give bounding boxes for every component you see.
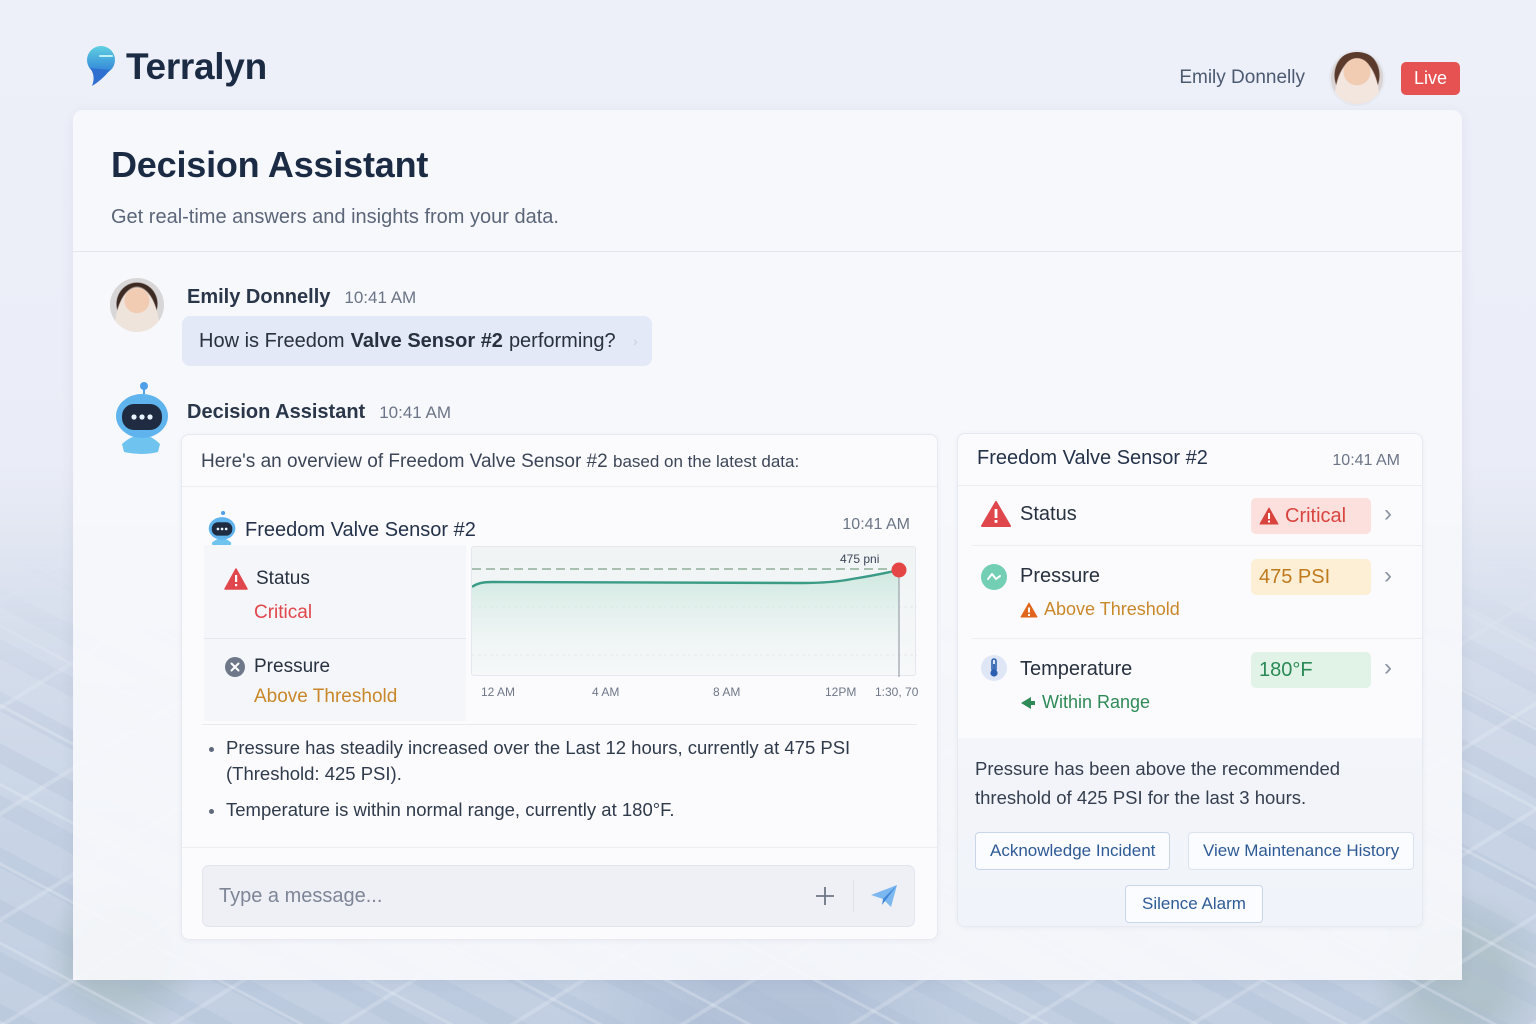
plus-icon <box>816 887 834 905</box>
metric-status-value: Critical <box>254 602 313 623</box>
response-intro: Here's an overview of Freedom Valve Sens… <box>182 435 937 487</box>
pressure-value-badge: 475 PSI <box>1251 559 1371 595</box>
top-bar: Terralyn Emily Donnelly Live <box>0 0 1536 108</box>
user-avatar[interactable] <box>1328 50 1385 106</box>
thermometer-icon <box>981 655 1007 681</box>
summary-title: Freedom Valve Sensor #2 <box>977 447 1208 469</box>
summary-temperature-sub: Within Range <box>1020 692 1150 713</box>
summary-pressure-sub: Above Threshold <box>1020 599 1180 620</box>
status-critical-badge: Critical <box>1251 498 1371 534</box>
arrow-left-indicator-icon <box>1021 696 1035 709</box>
metric-status-label: Status <box>256 568 310 589</box>
main-panel: Decision Assistant Get real-time answers… <box>73 110 1462 980</box>
message-input[interactable] <box>203 866 805 926</box>
divider <box>202 724 917 725</box>
chart-x-tick: 1:30, 70 <box>875 685 919 699</box>
user-area: Emily Donnelly Live <box>1179 50 1460 106</box>
summary-header: Freedom Valve Sensor #2 10:41 AM <box>958 434 1422 486</box>
brand[interactable]: Terralyn <box>84 46 267 88</box>
user-message-text-pre: How is Freedom <box>199 329 345 352</box>
current-user-name: Emily Donnelly <box>1179 67 1305 88</box>
temperature-value-text: 180°F <box>1259 658 1313 681</box>
robot-icon <box>208 511 236 548</box>
warning-triangle-icon <box>1020 602 1038 617</box>
user-message-sender: Emily Donnelly <box>187 286 331 308</box>
pressure-value-text: 475 PSI <box>1259 565 1331 588</box>
chart-x-tick: 8 AM <box>713 685 741 699</box>
summary-temperature-sub-text: Within Range <box>1042 692 1151 712</box>
composer-divider <box>853 880 854 912</box>
user-message-header: Emily Donnelly 10:41 AM <box>187 286 416 309</box>
response-intro-main: Here's an overview of Freedom Valve Sens… <box>201 451 613 472</box>
user-message-text-post: performing? <box>508 329 616 352</box>
close-circle-icon <box>225 657 245 677</box>
send-paper-plane-icon <box>871 885 897 907</box>
chevron-right-icon[interactable]: › <box>1384 654 1392 681</box>
sensor-card-time: 10:41 AM <box>842 516 910 533</box>
sensor-summary-card: Freedom Valve Sensor #2 10:41 AM Status … <box>957 433 1423 927</box>
acknowledge-incident-button[interactable]: Acknowledge Incident <box>975 832 1171 870</box>
chart-svg: 475 pni <box>472 552 917 677</box>
chart-x-tick: 12PM <box>825 685 857 699</box>
metric-pressure-value: Above Threshold <box>254 686 398 707</box>
summary-note: Pressure has been above the recommended … <box>975 758 1341 808</box>
warning-triangle-icon <box>981 501 1011 527</box>
chevron-right-icon[interactable]: › <box>1384 500 1392 527</box>
assistant-message-time: 10:41 AM <box>379 403 452 422</box>
summary-time: 10:41 AM <box>1332 452 1400 469</box>
assistant-message-header: Decision Assistant 10:41 AM <box>187 401 451 424</box>
metric-divider <box>204 638 466 639</box>
warning-triangle-icon <box>224 568 248 590</box>
user-message-text-bold: Valve Sensor #2 <box>350 329 503 352</box>
temperature-value-badge: 180°F <box>1251 652 1371 688</box>
page-title: Decision Assistant <box>111 144 429 185</box>
chart-x-tick: 4 AM <box>592 685 620 699</box>
brand-name: Terralyn <box>126 46 267 87</box>
summary-pressure-sub-text: Above Threshold <box>1044 599 1180 619</box>
metric-status: Status Critical <box>224 568 312 624</box>
chevron-right-icon[interactable]: › <box>1384 562 1392 589</box>
metric-pressure: Pressure Above Threshold <box>224 656 397 708</box>
add-attachment-button[interactable] <box>805 876 845 916</box>
pressure-line-chart: 475 pni <box>471 546 917 677</box>
summary-row-status[interactable]: Status Critical › <box>972 486 1422 546</box>
summary-temperature-label: Temperature <box>1020 658 1133 680</box>
insight-bullets: Pressure has steadily increased over the… <box>208 735 908 833</box>
assistant-response-card: Here's an overview of Freedom Valve Sens… <box>181 434 938 940</box>
chevron-right-icon: › <box>632 333 638 349</box>
sensor-card-title: Freedom Valve Sensor #2 <box>245 518 476 541</box>
summary-pressure-label: Pressure <box>1020 565 1101 587</box>
summary-row-pressure[interactable]: Pressure Above Threshold 475 PSI › <box>972 547 1422 639</box>
terralyn-logo-icon <box>87 46 115 86</box>
live-badge: Live <box>1400 61 1460 95</box>
pressure-gauge-icon <box>981 564 1007 590</box>
response-intro-small: based on the latest data: <box>612 452 800 471</box>
chart-annotation: 475 pni <box>840 552 879 566</box>
metric-column <box>204 545 466 721</box>
composer-area <box>182 847 937 939</box>
metric-pressure-label: Pressure <box>254 656 331 677</box>
chart-x-tick: 12 AM <box>481 685 516 699</box>
warning-triangle-icon <box>1259 507 1279 525</box>
summary-row-temperature[interactable]: Temperature Within Range 180°F › <box>972 640 1422 738</box>
summary-status-label: Status <box>1020 503 1077 525</box>
sensor-card-header: Freedom Valve Sensor #2 <box>204 511 476 549</box>
send-button[interactable] <box>862 876 906 916</box>
status-badge-text: Critical <box>1285 504 1347 527</box>
page-subtitle: Get real-time answers and insights from … <box>111 206 559 228</box>
user-message-time: 10:41 AM <box>344 288 417 307</box>
assistant-message-sender: Decision Assistant <box>187 401 366 423</box>
user-message-avatar <box>110 278 164 332</box>
view-maintenance-history-button[interactable]: View Maintenance History <box>1188 832 1415 870</box>
user-message-bubble: How is Freedom Valve Sensor #2 performin… <box>182 316 652 366</box>
insight-bullet: Pressure has steadily increased over the… <box>208 735 908 787</box>
page-header: Decision Assistant Get real-time answers… <box>73 110 1462 252</box>
silence-alarm-button[interactable]: Silence Alarm <box>1125 885 1263 923</box>
insight-bullet: Temperature is within normal range, curr… <box>208 797 908 823</box>
message-composer <box>202 865 915 927</box>
assistant-robot-avatar-icon <box>116 382 168 454</box>
